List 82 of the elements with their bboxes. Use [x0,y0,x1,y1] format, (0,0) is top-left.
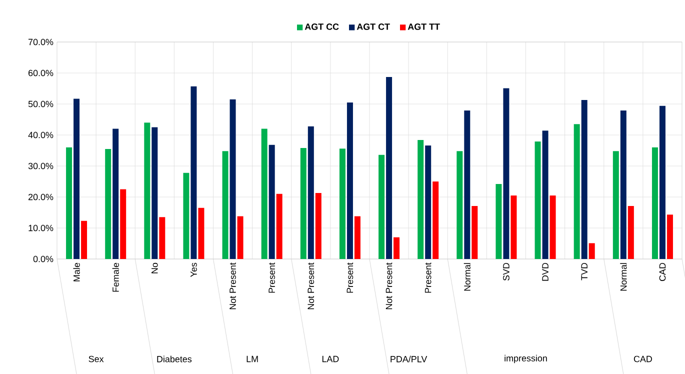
y-tick-label: 10.0% [28,224,54,232]
bar [237,216,244,259]
bar [120,189,126,259]
bar [105,148,112,259]
bar [496,184,502,259]
bar [81,220,88,259]
bar [550,195,556,259]
legend-label: AGT CC [304,24,339,30]
bar [276,194,282,259]
bar [542,130,548,259]
x-tick-label: TVD [581,262,588,280]
legend-label: AGT CT [356,24,390,30]
bar [159,217,166,259]
x-tick-label: Female [112,262,119,292]
bar [574,124,580,259]
bar [418,140,424,259]
text: CAD [634,356,652,362]
bar [652,147,658,259]
text: impression [504,354,547,364]
bar [152,127,158,259]
bar [503,88,510,259]
bar [659,106,666,259]
bar [425,146,432,259]
bar [588,243,595,259]
bar [620,110,626,259]
bar [222,151,228,259]
bar [581,100,588,259]
bar [300,148,306,259]
bar [112,128,119,259]
bar [432,182,439,259]
bar [144,122,150,259]
bar [66,147,72,259]
x-tick-label: Not Present [308,262,314,310]
bar [472,206,478,259]
legend-label: AGT TT [408,24,440,30]
x-tick-label: Normal [464,263,470,291]
x-tick-label: Not Present [386,262,392,310]
bar [456,151,463,259]
bar [628,206,634,259]
bar [394,237,400,259]
bar [612,151,619,259]
x-tick-label: Present [424,262,432,293]
y-tick-label: 20.0% [28,194,54,200]
bar [346,102,353,259]
bar [315,192,322,259]
x-tick-label: Male [73,262,80,282]
bar [354,216,360,259]
bar [666,214,673,259]
bar [268,144,275,259]
text: LAD [322,356,339,362]
bar [386,77,392,259]
bar [464,110,470,259]
text: Diabetes [157,356,192,362]
text: PDA/PLV [390,356,428,362]
x-tick-label: Present [268,262,275,293]
bar [183,172,190,259]
bar [339,148,346,259]
y-tick-label: 30.0% [28,162,54,170]
bar [510,195,517,259]
y-tick-label: 40.0% [28,132,54,138]
text: LM [246,356,258,362]
y-tick-label: 70.0% [28,38,54,46]
bar [190,86,197,259]
x-tick-label: Not Present [230,262,236,310]
y-tick-label: 50.0% [28,100,54,108]
text: Sex [88,356,104,362]
y-tick-label: 60.0% [28,70,54,76]
bar [308,126,314,259]
y-tick-label: 0.0% [33,256,54,262]
x-tick-label: No [152,262,158,274]
x-tick-label: SVD [503,262,510,281]
x-tick-label: DVD [542,262,548,281]
bar [74,98,80,259]
bar [378,154,385,259]
x-tick-label: Normal [620,263,627,291]
x-tick-label: Present [346,262,354,293]
x-tick-label: Yes [190,262,197,277]
bar [198,208,204,259]
x-tick-label: CAD [659,262,666,281]
bar [261,128,268,259]
bar [230,99,236,259]
bar [534,142,541,259]
